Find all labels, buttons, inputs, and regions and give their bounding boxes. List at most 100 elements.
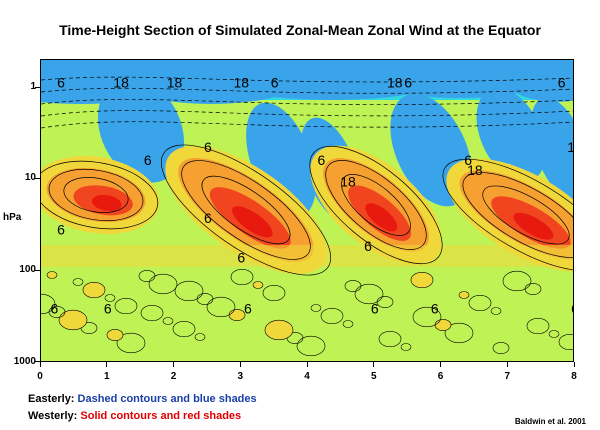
lower-contour — [72, 278, 84, 286]
lower-contour — [410, 272, 434, 289]
lower-contour — [228, 309, 246, 321]
x-tick-label: 5 — [370, 371, 377, 382]
lower-contour — [148, 273, 178, 295]
core-westerly-region — [232, 206, 273, 238]
contour-lines — [41, 76, 573, 276]
lower-contour — [492, 342, 510, 354]
lower-contour — [41, 293, 56, 315]
contour-label: 18 — [340, 174, 356, 190]
lower-contour — [196, 293, 214, 305]
contour-label: 18 — [167, 75, 183, 91]
contour-label: 18 — [233, 75, 249, 91]
contour-label: 6 — [237, 249, 245, 265]
westerly-contour — [181, 160, 311, 260]
lower-level-contours — [41, 269, 573, 357]
wind-field: 61818186186618666186186666666666 — [41, 60, 574, 357]
lower-contour — [400, 343, 412, 351]
contour-label: 6 — [104, 301, 112, 317]
easterly-contour — [41, 121, 573, 129]
x-tick-mark — [440, 362, 441, 367]
lower-contour — [264, 319, 294, 341]
lower-contour — [310, 304, 322, 312]
lower-contour — [524, 283, 542, 295]
lower-contour — [106, 329, 124, 341]
x-tick-label: 4 — [304, 371, 310, 382]
y-tick-mark — [35, 270, 40, 272]
lower-contour — [138, 270, 156, 282]
x-tick-mark — [506, 362, 508, 367]
westerly-contour — [160, 144, 332, 276]
x-tick-label: 6 — [437, 371, 444, 382]
y-tick-mark — [35, 361, 40, 362]
lower-contour — [444, 322, 474, 344]
plot-area: 61818186186618666186186666666666 — [40, 59, 574, 362]
legend-westerly-label: Westerly: — [28, 410, 78, 422]
x-tick-mark — [173, 362, 174, 367]
lower-contour — [82, 282, 106, 299]
lower-contour — [458, 291, 470, 299]
lower-contour — [296, 335, 326, 357]
y-tick-label: 1 — [30, 80, 36, 92]
westerly-contour — [41, 160, 159, 230]
legend-easterly-desc: Dashed contours and blue shades — [77, 393, 257, 405]
y-tick-mark — [35, 86, 40, 88]
contour-label: 6 — [364, 238, 372, 254]
lower-contour — [344, 280, 362, 292]
x-tick-mark — [106, 362, 108, 367]
westerly-contour — [309, 145, 443, 265]
westerly-contour — [482, 185, 570, 245]
contour-label: 6 — [204, 139, 212, 155]
contour-label: 18 — [113, 75, 129, 91]
easterly-contour — [41, 87, 573, 94]
lower-contour — [342, 320, 354, 328]
lower-contour — [206, 296, 236, 318]
legend-westerly: Westerly: Solid contours and red shades — [28, 410, 241, 422]
westerly-contour — [325, 160, 427, 250]
lower-contour — [114, 298, 138, 315]
x-tick-mark — [306, 362, 308, 367]
westerly-contour — [341, 174, 411, 236]
contour-label: 6 — [571, 301, 574, 317]
x-tick-label: 1 — [103, 371, 110, 382]
westerly-contour — [442, 158, 573, 272]
lower-contour — [490, 307, 502, 315]
lower-contour — [230, 269, 254, 286]
westerly-contour — [63, 177, 129, 213]
y-tick-mark — [35, 178, 40, 180]
lower-contour — [412, 306, 442, 328]
contour-label: 6 — [57, 222, 65, 238]
x-tick-mark — [39, 362, 41, 367]
contour-label: 6 — [57, 75, 65, 91]
westerly-band-100hpa — [41, 245, 573, 267]
contour-labels: 61818186186618666186186666666666 — [50, 75, 574, 317]
contour-label: 6 — [404, 75, 412, 91]
x-tick-mark — [239, 362, 241, 367]
easterly-contour — [41, 76, 573, 83]
lower-contour — [58, 309, 88, 331]
lower-contour — [172, 320, 196, 337]
lower-contour — [378, 330, 402, 347]
easterly-contour — [41, 99, 573, 105]
core-westerly-region — [365, 203, 398, 232]
core-westerly-region — [91, 194, 122, 212]
lower-contour — [320, 308, 344, 325]
easterly-contour — [41, 110, 573, 117]
contour-label: 6 — [144, 152, 152, 168]
lower-contour — [548, 330, 560, 338]
x-tick-label: 7 — [504, 371, 511, 382]
easterly-tongue — [530, 97, 573, 203]
lower-contour — [252, 281, 264, 289]
lower-contour — [262, 285, 286, 302]
lower-contour — [104, 294, 116, 302]
westerly-contour — [48, 168, 144, 222]
lower-contour — [174, 280, 204, 302]
contour-label: 6 — [558, 75, 566, 91]
easterly-region — [506, 60, 573, 102]
westerly-contour — [462, 172, 573, 258]
contour-label: 18 — [387, 75, 403, 91]
y-tick-label: 10 — [24, 172, 36, 184]
contour-label: 6 — [317, 152, 325, 168]
contour-label: 6 — [464, 152, 472, 168]
lower-contour — [162, 317, 174, 325]
easterly-region — [371, 60, 551, 98]
